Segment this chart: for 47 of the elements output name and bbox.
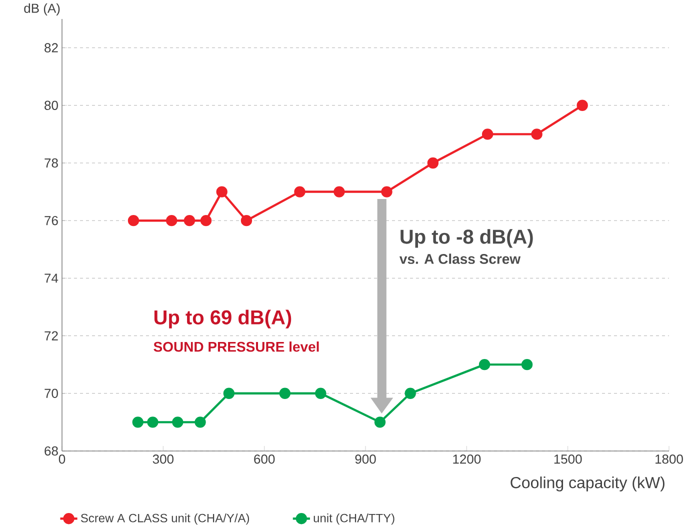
y-tick-label: 78 [44, 158, 58, 168]
point [240, 214, 252, 226]
annotation: vs. A Class Screw [399, 254, 521, 264]
y-tick-label: 70 [44, 388, 58, 398]
point [128, 214, 140, 226]
point [166, 214, 178, 226]
point [194, 416, 206, 428]
point [482, 128, 494, 140]
point [216, 186, 228, 198]
x-tick-label: 0 [58, 454, 66, 464]
point [279, 388, 291, 399]
y-tick-label: 68 [44, 446, 58, 456]
x-tick-label: 300 [152, 454, 174, 464]
x-tick-label: 1200 [453, 454, 481, 464]
point [576, 100, 588, 111]
point [404, 388, 416, 399]
point [223, 388, 235, 399]
annotation: SOUND PRESSURE level [154, 341, 319, 352]
y-tick-label: 76 [44, 216, 58, 226]
point [294, 186, 306, 198]
point [184, 214, 196, 226]
x-tick-label: 900 [355, 454, 376, 464]
annotation: Up to 69 dB(A) [154, 310, 292, 328]
point [381, 186, 392, 198]
x-tick-label: 600 [254, 454, 275, 464]
point [521, 358, 533, 370]
legend-label: Screw A CLASS unit (CHA/Y/A) [80, 514, 250, 525]
y-tick-label: 82 [44, 43, 58, 52]
point [478, 358, 490, 370]
y-axis-title: dB (A) [24, 3, 60, 16]
annotation: Up to -8 dB(A) [400, 229, 533, 248]
y-tick-label: 80 [44, 100, 58, 110]
y-tick-label: 74 [44, 274, 58, 283]
point [334, 186, 345, 198]
x-tick-label: 1800 [656, 454, 683, 464]
point [315, 388, 326, 399]
point [200, 214, 212, 226]
point [374, 416, 386, 428]
point [172, 416, 184, 428]
point [427, 157, 439, 169]
x-axis-title: Cooling capacity (kW) [510, 476, 664, 492]
point [132, 416, 144, 428]
point [147, 416, 158, 428]
point [531, 128, 542, 140]
legend-label: unit (CHA/TTY) [314, 514, 394, 525]
y-tick-label: 72 [44, 331, 58, 340]
x-tick-label: 1500 [554, 454, 582, 464]
